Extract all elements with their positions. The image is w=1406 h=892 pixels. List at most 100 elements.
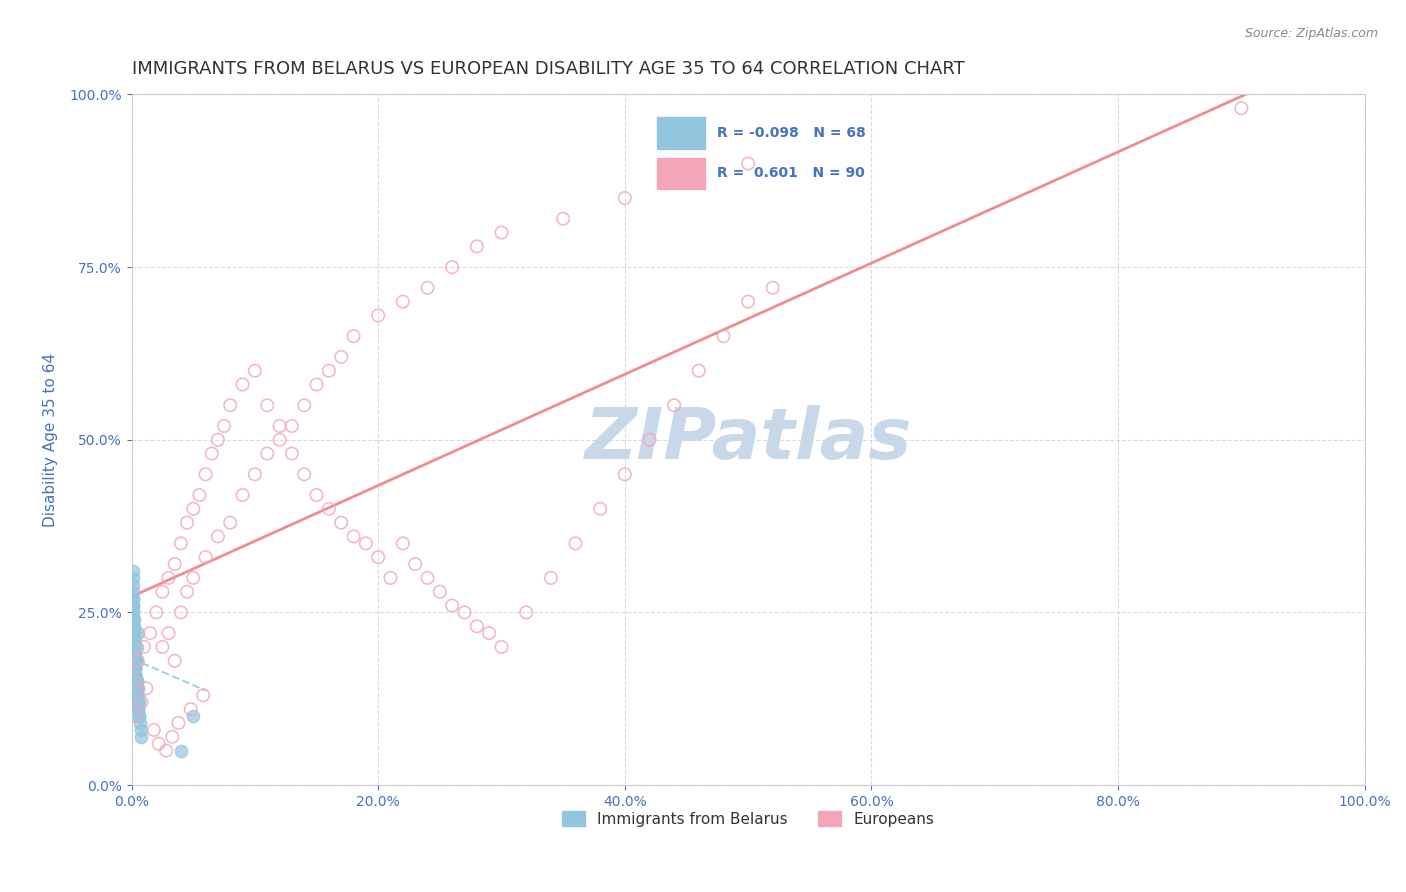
Point bbox=[122, 674, 145, 689]
Point bbox=[243, 467, 266, 482]
Point bbox=[148, 737, 170, 751]
Point bbox=[122, 626, 145, 640]
Point bbox=[392, 294, 415, 309]
Point bbox=[121, 619, 143, 633]
Point bbox=[121, 564, 143, 578]
Point bbox=[145, 606, 167, 620]
Point bbox=[121, 571, 143, 585]
Point bbox=[342, 329, 364, 343]
Point bbox=[243, 364, 266, 378]
Point bbox=[367, 550, 389, 565]
Point bbox=[201, 446, 224, 460]
Point bbox=[318, 501, 340, 516]
Point bbox=[219, 516, 242, 530]
Point bbox=[167, 715, 190, 730]
Point bbox=[124, 661, 146, 675]
Point bbox=[207, 529, 229, 543]
Point bbox=[125, 688, 148, 702]
Point bbox=[121, 619, 143, 633]
Point bbox=[1230, 101, 1253, 115]
Point bbox=[478, 626, 501, 640]
Point bbox=[416, 281, 439, 295]
Point bbox=[737, 156, 759, 170]
Point bbox=[131, 723, 153, 737]
Point bbox=[127, 626, 149, 640]
Point bbox=[589, 501, 612, 516]
Point bbox=[441, 260, 464, 274]
Point bbox=[121, 599, 143, 613]
Point bbox=[128, 695, 150, 709]
Point bbox=[127, 702, 149, 716]
Point bbox=[122, 640, 145, 654]
Point bbox=[256, 398, 278, 412]
Point bbox=[128, 709, 150, 723]
Point bbox=[675, 170, 697, 185]
Point bbox=[124, 654, 146, 668]
Point bbox=[330, 516, 353, 530]
Point bbox=[121, 584, 143, 599]
Point bbox=[281, 419, 304, 434]
Point bbox=[131, 730, 153, 744]
Point bbox=[131, 695, 153, 709]
Point bbox=[465, 619, 488, 633]
Point bbox=[515, 606, 537, 620]
Point bbox=[121, 606, 143, 620]
Point bbox=[318, 364, 340, 378]
Point bbox=[121, 695, 143, 709]
Point bbox=[453, 606, 475, 620]
Point bbox=[232, 377, 254, 392]
Point bbox=[124, 661, 146, 675]
Point bbox=[125, 681, 148, 696]
Point bbox=[465, 239, 488, 253]
Point bbox=[157, 626, 180, 640]
Point bbox=[124, 661, 146, 675]
Point bbox=[121, 578, 143, 592]
Point bbox=[181, 709, 204, 723]
Point bbox=[122, 633, 145, 648]
Point bbox=[121, 591, 143, 606]
Point bbox=[762, 281, 785, 295]
Point bbox=[122, 647, 145, 661]
Point bbox=[122, 626, 145, 640]
Point bbox=[188, 488, 211, 502]
Point bbox=[122, 640, 145, 654]
Point bbox=[128, 709, 150, 723]
Point bbox=[122, 633, 145, 648]
Point bbox=[170, 536, 193, 550]
Point bbox=[441, 599, 464, 613]
Point bbox=[124, 667, 146, 681]
Point bbox=[124, 667, 146, 681]
Point bbox=[122, 640, 145, 654]
Point bbox=[122, 647, 145, 661]
Point bbox=[613, 467, 636, 482]
Point bbox=[380, 571, 402, 585]
Point bbox=[157, 571, 180, 585]
Point bbox=[142, 723, 165, 737]
Point bbox=[152, 584, 174, 599]
Point bbox=[163, 654, 186, 668]
Point bbox=[256, 446, 278, 460]
Text: ZIPatlas: ZIPatlas bbox=[585, 405, 912, 475]
Point bbox=[232, 488, 254, 502]
Point bbox=[176, 516, 198, 530]
Point bbox=[122, 674, 145, 689]
Point bbox=[127, 688, 149, 702]
Point bbox=[180, 702, 202, 716]
Point bbox=[292, 398, 315, 412]
Point bbox=[121, 599, 143, 613]
Text: Source: ZipAtlas.com: Source: ZipAtlas.com bbox=[1244, 27, 1378, 40]
Point bbox=[613, 191, 636, 205]
Point bbox=[122, 612, 145, 626]
Point bbox=[124, 647, 146, 661]
Point bbox=[125, 640, 148, 654]
Text: IMMIGRANTS FROM BELARUS VS EUROPEAN DISABILITY AGE 35 TO 64 CORRELATION CHART: IMMIGRANTS FROM BELARUS VS EUROPEAN DISA… bbox=[132, 60, 965, 78]
Point bbox=[207, 433, 229, 447]
Point bbox=[124, 674, 146, 689]
Point bbox=[737, 294, 759, 309]
Point bbox=[122, 667, 145, 681]
Point bbox=[330, 350, 353, 364]
Point bbox=[429, 584, 451, 599]
Point bbox=[181, 571, 204, 585]
Point bbox=[553, 211, 575, 226]
Point bbox=[122, 626, 145, 640]
